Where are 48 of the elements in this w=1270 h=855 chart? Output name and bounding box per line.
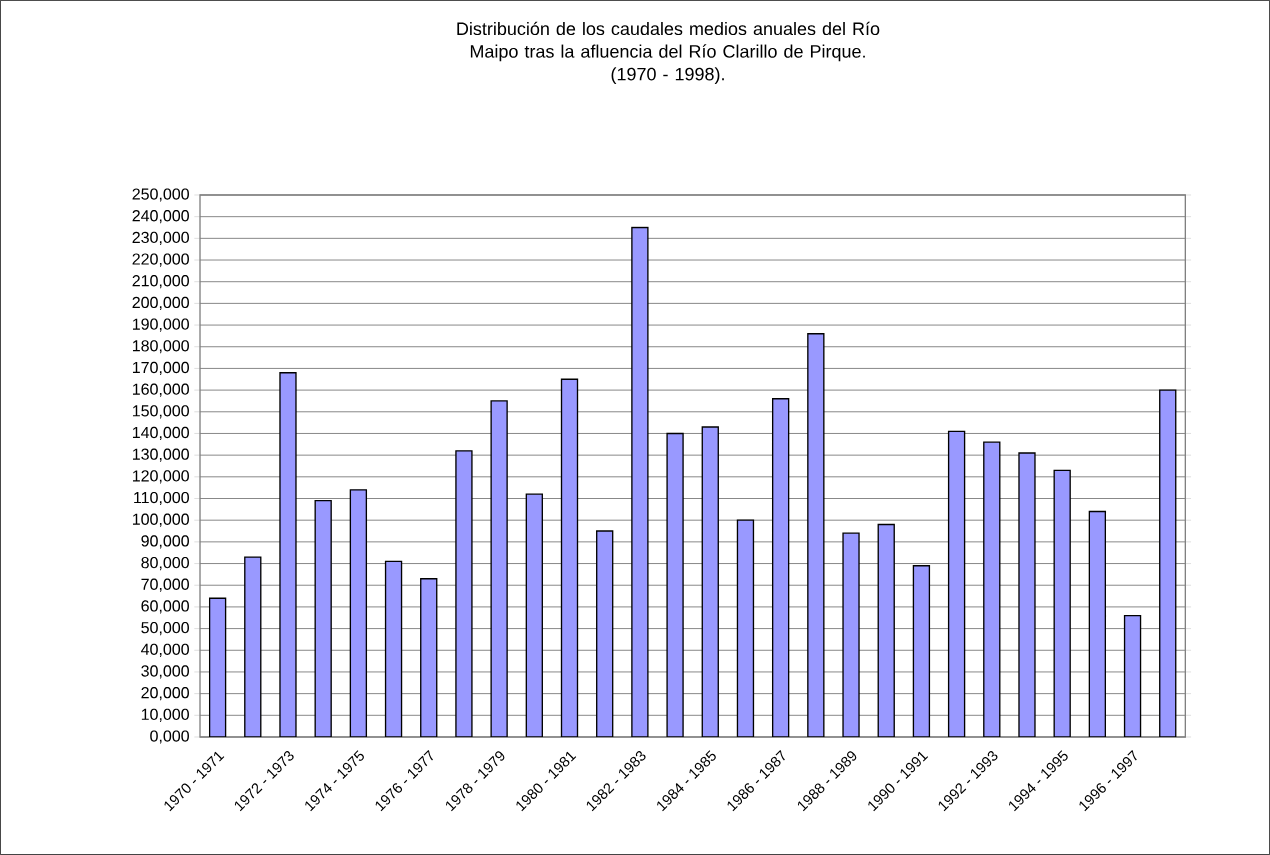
bar xyxy=(1088,510,1107,737)
bar xyxy=(560,378,579,737)
y-tick-label: 90,000 xyxy=(141,535,189,549)
chart-title: Distribución de los caudales medios anuales del Río Maipo tras la afluencia del Río Clarillo de Pirque. xyxy=(457,21,880,62)
y-tick-label: 250,000 xyxy=(132,188,189,202)
y-tick-label: 230,000 xyxy=(132,231,189,245)
y-tick-label: 0,000 xyxy=(150,730,189,744)
y-tick-label: 30,000 xyxy=(141,665,189,679)
bar xyxy=(596,530,614,737)
bar xyxy=(947,430,966,737)
bar xyxy=(1053,469,1071,737)
bar xyxy=(244,556,262,737)
bar xyxy=(208,597,227,737)
y-tick-label: 120,000 xyxy=(132,470,189,484)
y-tick-label: 70,000 xyxy=(141,578,189,592)
y-tick-label: 160,000 xyxy=(132,383,189,397)
y-tick-label: 240,000 xyxy=(132,210,189,224)
bar xyxy=(912,565,931,737)
y-tick-label: 40,000 xyxy=(141,643,189,657)
bar xyxy=(771,398,790,737)
y-tick-label: 150,000 xyxy=(132,405,189,419)
y-tick-label: 130,000 xyxy=(132,448,189,462)
bar xyxy=(420,578,438,737)
y-tick-label: 60,000 xyxy=(141,600,189,614)
bar xyxy=(983,441,1001,737)
y-tick-label: 100,000 xyxy=(132,513,189,527)
bar xyxy=(877,523,895,737)
chart-subtitle: (1970 - 1998). xyxy=(611,67,724,84)
y-tick-label: 140,000 xyxy=(132,426,189,441)
y-tick-label: 170,000 xyxy=(132,361,189,376)
bar xyxy=(525,493,543,737)
y-tick-label: 190,000 xyxy=(132,318,189,332)
bar xyxy=(349,489,368,737)
y-tick-label: 110,000 xyxy=(134,491,189,506)
bar xyxy=(736,519,755,737)
y-tick-label: 200,000 xyxy=(132,296,189,310)
bar xyxy=(314,500,332,737)
bar xyxy=(701,426,719,737)
bar xyxy=(384,560,403,737)
bar xyxy=(1159,389,1177,737)
y-tick-label: 20,000 xyxy=(141,687,189,701)
y-tick-label: 220,000 xyxy=(132,253,189,267)
y-tick-label: 210,000 xyxy=(132,275,189,289)
y-tick-label: 80,000 xyxy=(141,556,189,571)
y-tick-label: 50,000 xyxy=(141,621,189,636)
y-tick-label: 10,000 xyxy=(141,708,189,722)
y-tick-label: 180,000 xyxy=(132,340,189,354)
bar xyxy=(1123,614,1142,737)
